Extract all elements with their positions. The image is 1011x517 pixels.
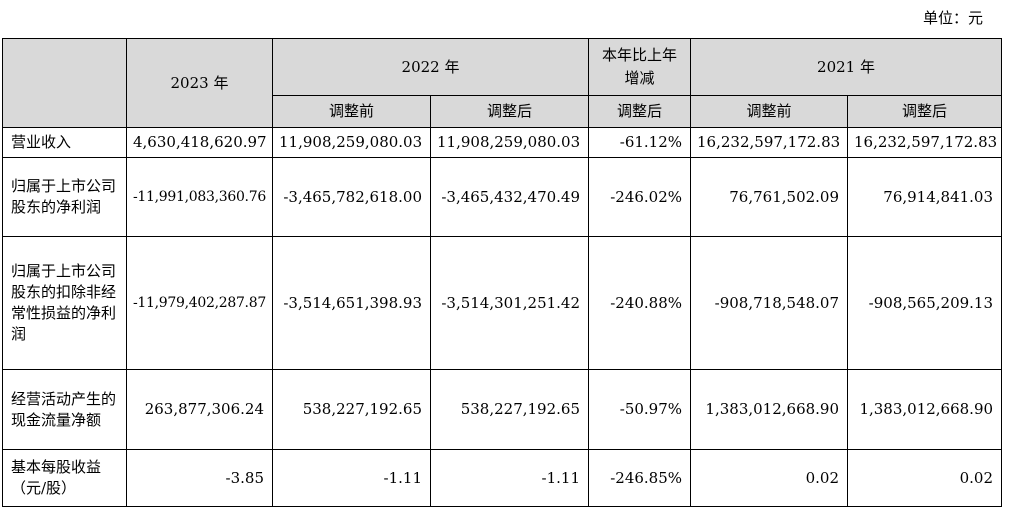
header-2023: 2023 年 [126, 38, 273, 128]
unit-label: 单位：元 [922, 9, 983, 27]
cell-2021-after: 0.02 [847, 449, 1003, 507]
cell-2021-before: 76,761,502.09 [690, 157, 849, 237]
header-yoy-change: 本年比上年增减 [588, 38, 692, 96]
cell-2022-after: -3,514,301,251.42 [429, 236, 590, 370]
cell-2023: -11,979,402,287.87 [126, 236, 273, 370]
cell-2021-before: 16,232,597,172.83 [690, 127, 849, 158]
cell-yoy: -240.88% [588, 236, 692, 370]
table-row: 归属于上市公司股东的净利润 -11,991,083,360.76 -3,465,… [2, 157, 1003, 237]
header-2022: 2022 年 [271, 38, 590, 96]
cell-2021-after: 76,914,841.03 [847, 157, 1003, 237]
cell-2021-after: 16,232,597,172.83 [847, 127, 1003, 158]
header-2022-after: 调整后 [429, 95, 590, 128]
cell-2023: -11,991,083,360.76 [126, 157, 273, 237]
cell-2023: 4,630,418,620.97 [126, 127, 273, 158]
header-row-1: 2023 年 2022 年 本年比上年增减 2021 年 [2, 38, 1003, 128]
table-row: 基本每股收益（元/股） -3.85 -1.11 -1.11 -246.85% 0… [2, 449, 1003, 507]
cell-2022-after: -3,465,432,470.49 [429, 157, 590, 237]
cell-2023: -3.85 [126, 449, 273, 507]
cell-yoy: -246.02% [588, 157, 692, 237]
table-row: 归属于上市公司股东的扣除非经常性损益的净利润 -11,979,402,287.8… [2, 236, 1003, 370]
cell-yoy: -61.12% [588, 127, 692, 158]
cell-2022-before: 11,908,259,080.03 [272, 127, 431, 158]
cell-yoy: -246.85% [588, 449, 692, 507]
header-row-2: 调整前 调整后 调整后 调整前 调整后 [3, 95, 1003, 128]
header-2021: 2021 年 [690, 38, 1003, 96]
cell-yoy: -50.97% [588, 369, 692, 450]
header-2021-after: 调整后 [847, 95, 1003, 128]
row-label: 归属于上市公司股东的净利润 [2, 157, 127, 237]
cell-2021-after: -908,565,209.13 [847, 236, 1003, 370]
row-label: 基本每股收益（元/股） [2, 449, 127, 507]
header-yoy-after: 调整后 [588, 95, 692, 128]
cell-2023: 263,877,306.24 [126, 369, 273, 450]
header-2022-before: 调整前 [272, 95, 431, 128]
table-row: 经营活动产生的现金流量净额 263,877,306.24 538,227,192… [2, 369, 1003, 450]
financial-data-table: 2023 年 2022 年 本年比上年增减 2021 年 调整前 调整后 调整后… [2, 38, 1003, 507]
row-label: 营业收入 [2, 127, 127, 158]
cell-2022-after: -1.11 [429, 449, 590, 507]
cell-2021-before: 0.02 [690, 449, 849, 507]
row-label: 经营活动产生的现金流量净额 [2, 369, 127, 450]
cell-2022-after: 11,908,259,080.03 [429, 127, 590, 158]
cell-2022-before: 538,227,192.65 [272, 369, 431, 450]
row-label: 归属于上市公司股东的扣除非经常性损益的净利润 [2, 236, 127, 370]
cell-2022-after: 538,227,192.65 [429, 369, 590, 450]
corner-header-cell [2, 38, 127, 128]
cell-2022-before: -3,514,651,398.93 [272, 236, 431, 370]
table-row: 营业收入 4,630,418,620.97 11,908,259,080.03 … [2, 127, 1003, 158]
cell-2021-before: -908,718,548.07 [690, 236, 849, 370]
header-2021-before: 调整前 [690, 95, 849, 128]
cell-2022-before: -1.11 [272, 449, 431, 507]
cell-2022-before: -3,465,782,618.00 [272, 157, 431, 237]
cell-2021-before: 1,383,012,668.90 [690, 369, 849, 450]
cell-2021-after: 1,383,012,668.90 [847, 369, 1003, 450]
